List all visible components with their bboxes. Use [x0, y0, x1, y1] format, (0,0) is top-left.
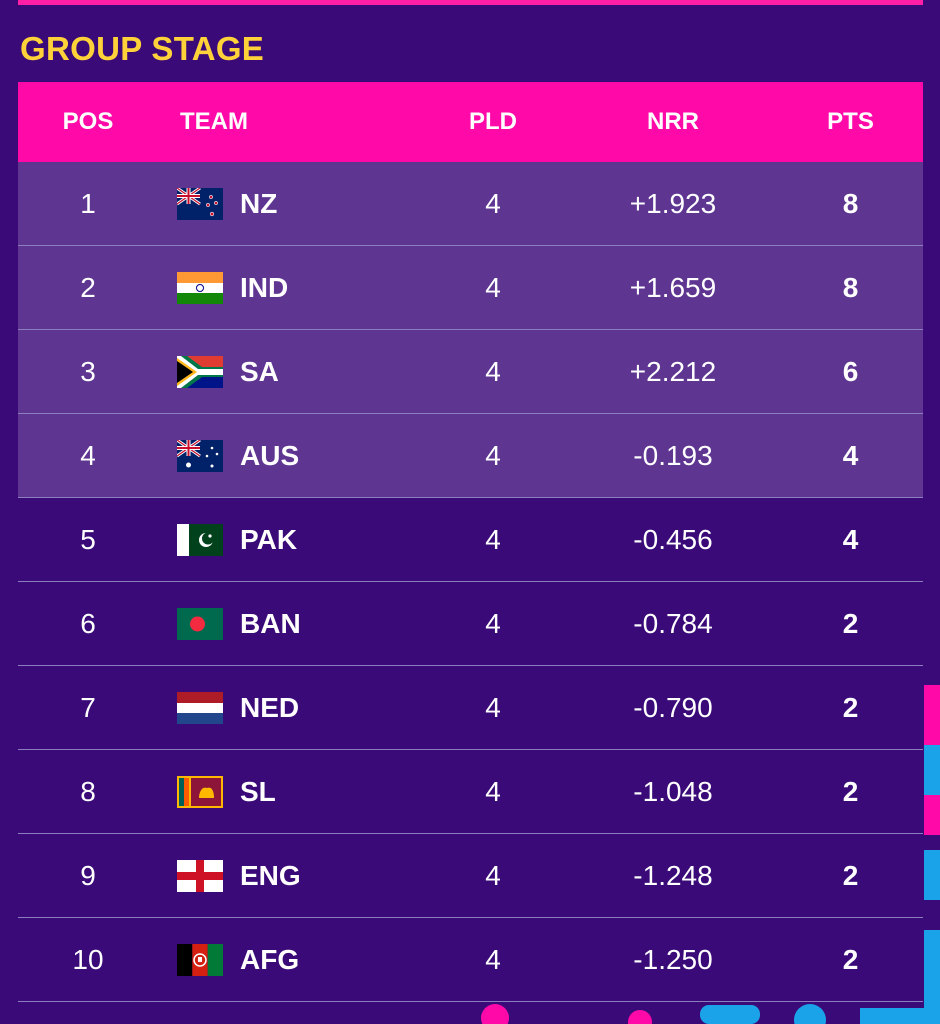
team-abbr: IND	[240, 271, 289, 303]
south-africa-flag-icon	[177, 355, 223, 388]
table-header: POS TEAM PLD NRR PTS	[18, 82, 923, 162]
row-nrr: -0.784	[633, 607, 713, 639]
header-pos: POS	[62, 108, 114, 135]
row-pos: 10	[72, 943, 104, 975]
row-pos: 4	[80, 439, 96, 471]
row-pld: 4	[485, 775, 501, 807]
row-pos: 2	[80, 271, 96, 303]
row-pts: 2	[842, 607, 859, 639]
row-team: SA	[158, 355, 418, 388]
india-flag-icon	[177, 271, 223, 304]
row-nrr: -0.790	[633, 691, 713, 723]
team-abbr: SL	[240, 775, 276, 807]
row-pts: 2	[842, 691, 859, 723]
row-pos: 6	[80, 607, 96, 639]
row-pts: 2	[842, 859, 859, 891]
table-row: 6 BAN 4 -0.784 2	[18, 582, 923, 666]
row-pld: 4	[485, 355, 501, 387]
row-pos: 9	[80, 859, 96, 891]
row-team: AFG	[158, 943, 418, 976]
team-abbr: AFG	[240, 943, 300, 975]
header-pld: PLD	[469, 108, 517, 135]
row-pld: 4	[485, 187, 501, 219]
row-pos: 3	[80, 355, 96, 387]
row-pos: 5	[80, 523, 96, 555]
table-row: 4 AUS 4 -0.193 4	[18, 414, 923, 498]
row-team: SL	[158, 775, 418, 808]
team-abbr: AUS	[240, 439, 300, 471]
england-flag-icon	[177, 859, 223, 892]
top-accent-bar	[18, 0, 923, 5]
row-pts: 8	[842, 187, 859, 219]
row-pts: 4	[842, 523, 859, 555]
row-nrr: +1.659	[629, 271, 717, 303]
row-pld: 4	[485, 523, 501, 555]
row-team: NED	[158, 691, 418, 724]
header-nrr: NRR	[647, 108, 699, 135]
australia-flag-icon	[177, 439, 223, 472]
row-pts: 4	[842, 439, 859, 471]
team-abbr: ENG	[240, 859, 301, 891]
sri-lanka-flag-icon	[177, 775, 223, 808]
page-title: GROUP STAGE	[20, 30, 265, 67]
team-abbr: NZ	[240, 187, 278, 219]
new-zealand-flag-icon	[177, 187, 223, 220]
row-pts: 2	[842, 943, 859, 975]
table-row: 1 NZ 4 +1.923 8	[18, 162, 923, 246]
row-pld: 4	[485, 607, 501, 639]
team-abbr: PAK	[240, 523, 298, 555]
row-pts: 8	[842, 271, 859, 303]
table-row: 3 SA 4 +2.212 6	[18, 330, 923, 414]
row-pos: 7	[80, 691, 96, 723]
row-team: BAN	[158, 607, 418, 640]
row-pos: 1	[80, 187, 96, 219]
table-row: 2 IND 4 +1.659 8	[18, 246, 923, 330]
row-team: IND	[158, 271, 418, 304]
table-body: 1 NZ 4 +1.923 8 2 IND 4 +1.659 8 3 SA 4 +2.212 6 4 AUS 4 -…	[18, 162, 923, 1002]
team-abbr: NED	[240, 691, 300, 723]
row-pos: 8	[80, 775, 96, 807]
header-team: TEAM	[180, 108, 248, 135]
row-team: AUS	[158, 439, 418, 472]
row-pld: 4	[485, 943, 501, 975]
netherlands-flag-icon	[177, 691, 223, 724]
table-row: 8 SL 4 -1.048 2	[18, 750, 923, 834]
pakistan-flag-icon	[177, 523, 223, 556]
team-abbr: BAN	[240, 607, 301, 639]
team-abbr: SA	[240, 355, 279, 387]
row-nrr: -1.048	[633, 775, 713, 807]
row-nrr: +2.212	[629, 355, 717, 387]
row-pld: 4	[485, 271, 501, 303]
row-pts: 6	[842, 355, 859, 387]
row-pld: 4	[485, 691, 501, 723]
row-pts: 2	[842, 775, 859, 807]
table-row: 5 PAK 4 -0.456 4	[18, 498, 923, 582]
standings-table: POS TEAM PLD NRR PTS 1 NZ 4 +1.923 8 2 IND 4 +1.…	[18, 82, 923, 1002]
table-row: 10 AFG 4 -1.250 2	[18, 918, 923, 1002]
row-pld: 4	[485, 439, 501, 471]
row-nrr: +1.923	[629, 187, 717, 219]
row-pld: 4	[485, 859, 501, 891]
row-nrr: -1.250	[633, 943, 713, 975]
row-team: PAK	[158, 523, 418, 556]
row-nrr: -1.248	[633, 859, 713, 891]
afghanistan-flag-icon	[177, 943, 223, 976]
row-team: ENG	[158, 859, 418, 892]
row-team: NZ	[158, 187, 418, 220]
row-nrr: -0.456	[633, 523, 713, 555]
table-row: 9 ENG 4 -1.248 2	[18, 834, 923, 918]
row-nrr: -0.193	[633, 439, 713, 471]
bangladesh-flag-icon	[177, 607, 223, 640]
header-pts: PTS	[827, 108, 874, 135]
table-row: 7 NED 4 -0.790 2	[18, 666, 923, 750]
